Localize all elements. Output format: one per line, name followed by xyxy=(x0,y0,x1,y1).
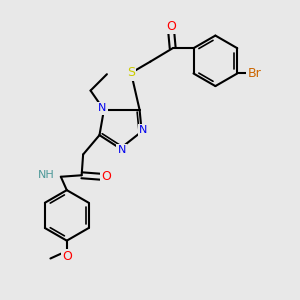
Text: N: N xyxy=(98,103,106,113)
Text: NH: NH xyxy=(38,170,54,180)
Text: Br: Br xyxy=(248,67,261,80)
Text: O: O xyxy=(166,20,176,33)
Text: O: O xyxy=(62,250,72,263)
Text: N: N xyxy=(118,145,126,155)
Text: O: O xyxy=(101,170,111,183)
Text: N: N xyxy=(139,125,147,135)
Text: S: S xyxy=(127,66,135,80)
